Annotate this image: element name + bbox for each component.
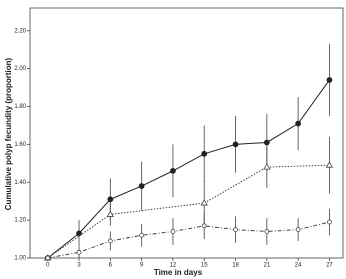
x-tick-label: 12 <box>170 263 177 269</box>
x-tick-label: 15 <box>201 263 208 269</box>
marker <box>263 163 271 170</box>
marker <box>232 141 239 148</box>
y-tick-label: 2.20 <box>14 28 26 34</box>
marker <box>233 227 238 232</box>
marker <box>264 229 270 234</box>
y-tick-label: 1.80 <box>14 104 26 110</box>
marker <box>201 150 208 157</box>
marker <box>76 230 82 237</box>
x-axis-title: Time in days <box>154 268 203 277</box>
x-tick-label: 21 <box>263 263 270 269</box>
series-line <box>47 79 330 259</box>
series-line <box>47 221 330 259</box>
x-tick-label: 0 <box>46 263 50 269</box>
marker <box>139 232 145 238</box>
marker <box>170 167 176 174</box>
marker <box>106 210 115 217</box>
x-tick-label: 9 <box>140 263 144 269</box>
marker <box>326 77 333 83</box>
marker <box>76 249 82 255</box>
y-axis-title: Cumulative polyp fecundity (proportion) <box>4 57 13 210</box>
y-tick-label: 1.20 <box>14 218 26 224</box>
x-tick-label: 3 <box>77 263 81 269</box>
marker <box>295 120 302 127</box>
marker <box>170 229 176 234</box>
x-tick-label: 6 <box>109 263 113 269</box>
marker <box>327 219 332 225</box>
x-tick-label: 18 <box>232 263 239 269</box>
marker <box>200 199 208 206</box>
marker <box>138 183 145 189</box>
y-tick-label: 1.60 <box>14 142 26 148</box>
y-tick-label: 2.00 <box>14 66 26 72</box>
marker <box>295 227 301 232</box>
marker <box>325 161 334 168</box>
marker <box>107 196 114 203</box>
x-tick-label: 24 <box>295 263 302 269</box>
y-tick-label: 1.00 <box>14 256 26 262</box>
x-tick-label: 27 <box>326 263 333 269</box>
y-tick-label: 1.40 <box>14 180 26 186</box>
marker <box>263 139 270 146</box>
plot-frame <box>29 7 344 259</box>
series-line <box>47 164 330 259</box>
marker <box>201 223 207 229</box>
marker <box>107 238 113 244</box>
marker <box>45 255 51 261</box>
